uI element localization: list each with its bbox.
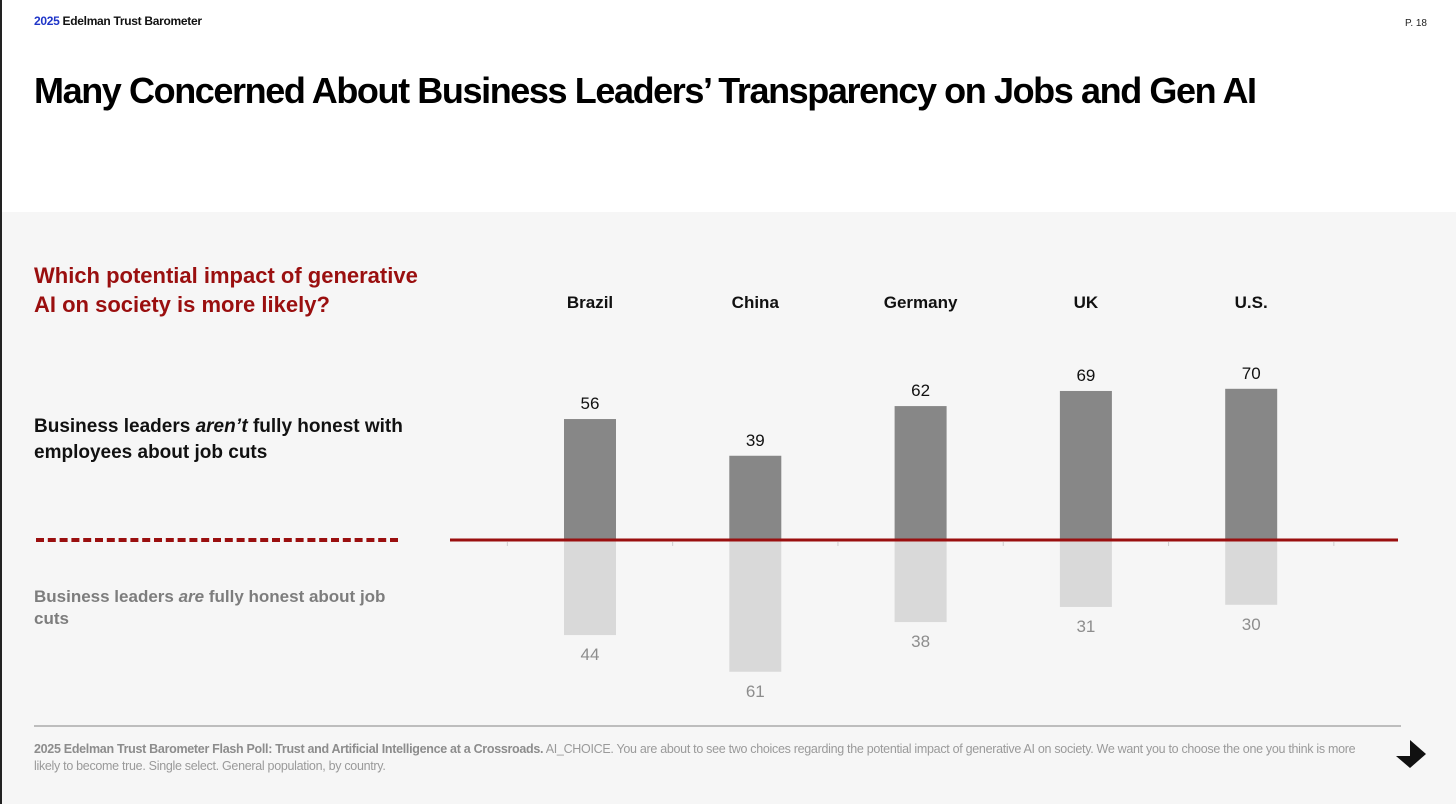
data-label-honest: 30 — [1242, 615, 1261, 634]
footer-source: 2025 Edelman Trust Barometer Flash Poll:… — [34, 741, 1374, 775]
footer-source-text: AI_CHOICE. You are about to see two choi… — [34, 742, 1356, 773]
bar-honest — [1059, 540, 1112, 607]
brand-year: 2025 — [34, 14, 60, 28]
data-label-honest: 44 — [581, 645, 600, 664]
category-label: Germany — [884, 293, 958, 312]
page-title: Many Concerned About Business Leaders’ T… — [34, 70, 1257, 111]
data-label-not-honest: 62 — [911, 381, 930, 400]
bar-honest — [894, 540, 947, 623]
legend-emphasis: aren’t — [195, 416, 248, 437]
page-number: P. 18 — [1404, 18, 1427, 29]
bar-not-honest — [894, 406, 947, 540]
next-page-button[interactable] — [1396, 738, 1428, 770]
bar-not-honest — [729, 455, 782, 540]
category-label: U.S. — [1235, 293, 1268, 312]
legend-text: fully honest with employees about job cu… — [34, 416, 403, 463]
bar-honest — [1225, 540, 1278, 605]
data-label-honest: 61 — [746, 682, 765, 701]
footer-divider — [34, 725, 1401, 727]
survey-question: Which potential impact of generative AI … — [34, 263, 418, 317]
footer-source-title: 2025 Edelman Trust Barometer Flash Poll:… — [34, 742, 544, 756]
legend-emphasis: are — [178, 587, 205, 606]
bar-honest — [729, 540, 782, 672]
brand-name: Edelman Trust Barometer — [62, 14, 202, 28]
content-panel — [2, 212, 1456, 804]
legend-text: Business leaders — [34, 416, 196, 437]
data-label-not-honest: 56 — [581, 394, 600, 413]
legend-text: Business leaders — [34, 587, 179, 606]
bar-not-honest — [1059, 390, 1112, 540]
data-label-honest: 38 — [911, 632, 930, 651]
arrow-down-right-icon — [1396, 740, 1426, 768]
legend-item-honest: Business leaders are fully honest about … — [34, 586, 414, 630]
legend-text: fully honest about job cuts — [34, 587, 386, 628]
legend-divider-dashed — [36, 538, 398, 542]
data-label-honest: 31 — [1076, 617, 1095, 636]
data-label-not-honest: 70 — [1242, 364, 1261, 383]
category-label: Brazil — [567, 293, 613, 312]
brand-logo: 2025 Edelman Trust Barometer — [34, 14, 202, 28]
category-label: China — [732, 293, 780, 312]
bar-honest — [564, 540, 616, 636]
bar-not-honest — [1225, 388, 1278, 540]
legend-item-not-honest: Business leaders aren’t fully honest wit… — [34, 414, 434, 466]
left-edge-border — [0, 0, 2, 804]
data-label-not-honest: 69 — [1076, 366, 1095, 385]
data-label-not-honest: 39 — [746, 431, 765, 450]
category-label: UK — [1074, 293, 1099, 312]
bar-not-honest — [564, 419, 616, 540]
